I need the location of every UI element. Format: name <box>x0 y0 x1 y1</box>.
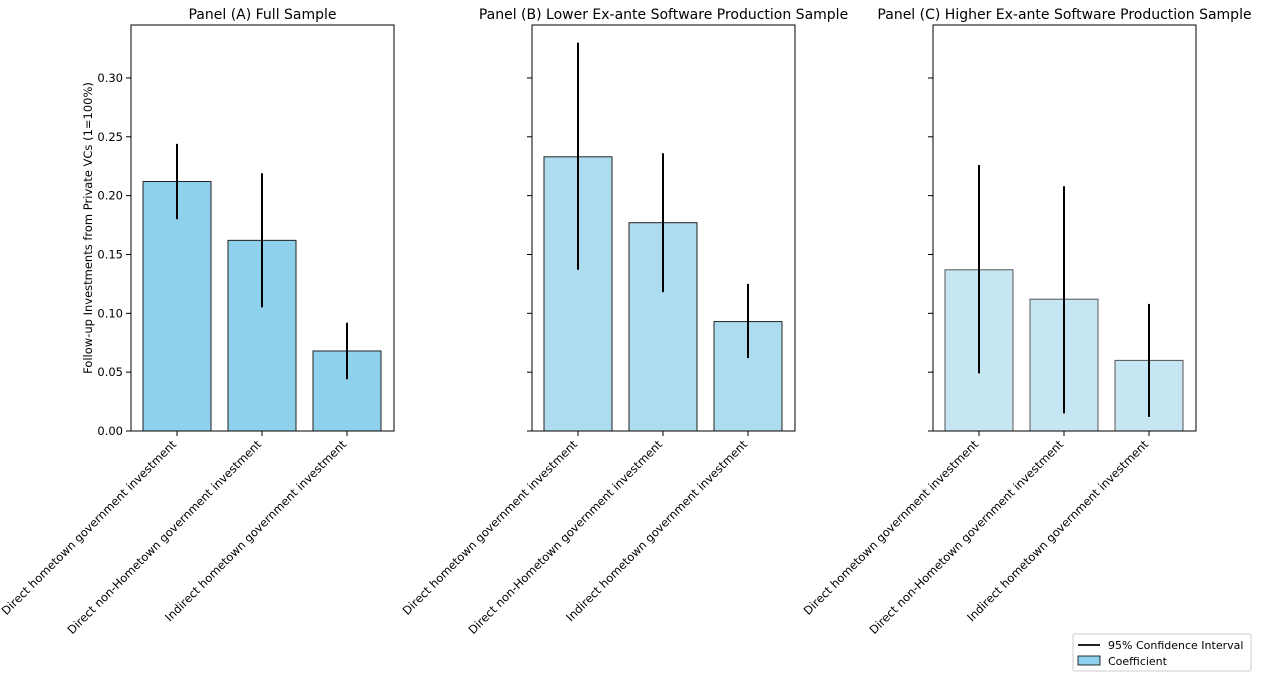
x-tick-label: Direct hometown government investment <box>801 437 982 618</box>
panel-0: Panel (A) Full Sample 0.00 0.05 0.10 0.15 0.2… <box>0 7 395 637</box>
x-tick-label: Direct non-Hometown government investmen… <box>64 437 264 637</box>
plot-frame <box>932 24 1197 432</box>
panel-2: Panel (C) Higher Ex-ante Software Produc… <box>801 7 1252 637</box>
legend: 95% Confidence Interval Coefficient <box>1072 633 1252 672</box>
panel-title: Panel (B) Lower Ex-ante Software Product… <box>479 7 848 23</box>
x-tick-label: Direct non-Hometown government investmen… <box>465 437 665 637</box>
x-tick-label: Direct hometown government investment <box>400 437 581 618</box>
y-tick-label: 0.10 <box>97 306 123 320</box>
legend-coefficient-label: Coefficient <box>1108 655 1168 668</box>
y-tick-label: 0.20 <box>97 189 123 203</box>
legend-ci-label: 95% Confidence Interval <box>1108 639 1243 652</box>
chart-panels: Panel (A) Full Sample 0.00 0.05 0.10 0.15 0.2… <box>0 7 1252 637</box>
x-tick-label: Indirect hometown government investment <box>964 437 1151 624</box>
y-tick-label: 0.15 <box>97 247 123 261</box>
panel-title: Panel (A) Full Sample <box>188 7 336 23</box>
y-tick-label: 0.00 <box>97 424 123 438</box>
x-tick-label: Direct non-Hometown government investmen… <box>866 437 1066 637</box>
y-tick-label: 0.25 <box>97 130 123 144</box>
y-tick-label: 0.30 <box>97 71 123 85</box>
plot-frame <box>130 24 395 432</box>
legend-coefficient-swatch <box>1077 655 1101 666</box>
x-tick-label: Indirect hometown government investment <box>563 437 750 624</box>
y-axis-label: Follow-up Investments from Private VCs (… <box>81 82 95 374</box>
x-tick-label: Direct hometown government investment <box>0 437 179 618</box>
y-tick-label: 0.05 <box>97 365 123 379</box>
legend-frame <box>1072 633 1252 672</box>
plot-frame <box>531 24 796 432</box>
x-tick-label: Indirect hometown government investment <box>162 437 349 624</box>
panel-1: Panel (B) Lower Ex-ante Software Product… <box>400 7 849 637</box>
panel-title: Panel (C) Higher Ex-ante Software Produc… <box>877 7 1251 23</box>
